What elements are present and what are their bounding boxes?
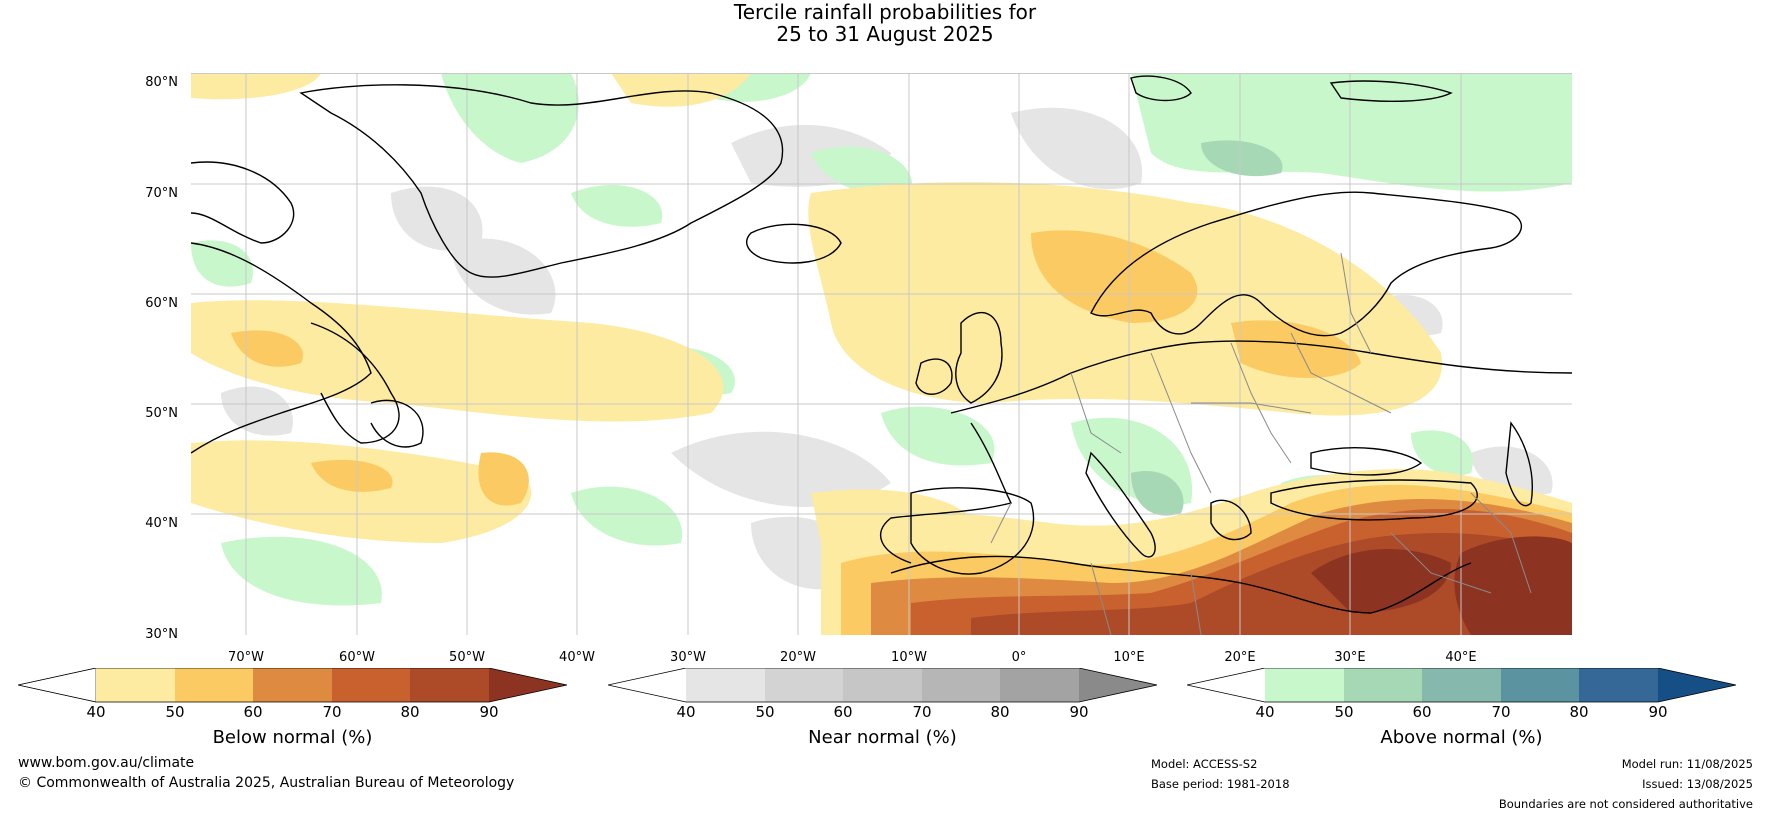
lat-label-80n: 80°N (145, 75, 178, 90)
copyright-notice: © Commonwealth of Australia 2025, Austra… (18, 775, 515, 791)
near-normal-swatch-under (608, 668, 686, 702)
model-run-date: Model run: 11/08/2025 (1621, 757, 1753, 771)
below-normal-swatch-60-70 (253, 668, 332, 702)
lon-label-30w: 30°W (670, 650, 706, 665)
below-tick-80: 80 (400, 703, 420, 721)
above-normal-swatch-under (1187, 668, 1265, 702)
lat-label-40n: 40°N (145, 516, 178, 531)
lat-label-30n: 30°N (145, 627, 178, 642)
map-title-line2: 25 to 31 August 2025 (776, 22, 994, 46)
near-tick-80: 80 (990, 703, 1010, 721)
below-normal-swatch-over (489, 668, 567, 702)
lon-label-60w: 60°W (339, 650, 375, 665)
near-normal-swatch-80-90 (1000, 668, 1079, 702)
above-normal-label: Above normal (%) (1380, 727, 1543, 748)
website-link[interactable]: www.bom.gov.au/climate (18, 755, 195, 771)
below-tick-70: 70 (322, 703, 342, 721)
lon-label-30e: 30°E (1334, 650, 1366, 665)
above-tick-90: 90 (1648, 703, 1668, 721)
lon-label-50w: 50°W (449, 650, 485, 665)
near-normal-swatch-40-50 (686, 668, 765, 702)
below-normal-swatch-70-80 (332, 668, 410, 702)
below-normal-colorbar (18, 668, 568, 703)
below-tick-50: 50 (165, 703, 185, 721)
lon-label-20w: 20°W (780, 650, 816, 665)
near-normal-swatch-60-70 (843, 668, 922, 702)
above-tick-80: 80 (1569, 703, 1589, 721)
near-tick-90: 90 (1069, 703, 1089, 721)
near-normal-colorbar (608, 668, 1158, 703)
lat-label-70n: 70°N (145, 186, 178, 201)
near-tick-50: 50 (755, 703, 775, 721)
above-normal-swatch-40-50 (1265, 668, 1344, 702)
lon-label-10e: 10°E (1113, 650, 1145, 665)
below-normal-swatch-under (18, 668, 97, 703)
above-normal-swatch-80-90 (1579, 668, 1658, 702)
issued-date: Issued: 13/08/2025 (1642, 777, 1753, 791)
above-normal-swatch-60-70 (1422, 668, 1501, 702)
country-borders (990, 252, 1532, 635)
lat-label-60n: 60°N (145, 296, 178, 311)
below-normal-swatch-40-50 (96, 668, 175, 702)
probability-fills (191, 73, 1572, 635)
below-tick-90: 90 (479, 703, 499, 721)
above-normal-swatch-over (1658, 668, 1736, 702)
below-tick-60: 60 (243, 703, 263, 721)
below-normal-label: Below normal (%) (212, 727, 373, 748)
above-normal-swatch-50-60 (1344, 668, 1422, 702)
above-normal-colorbar (1187, 668, 1737, 703)
near-normal-swatch-over (1079, 668, 1157, 702)
above-tick-40: 40 (1255, 703, 1275, 721)
graticule (191, 73, 1572, 635)
above-tick-50: 50 (1334, 703, 1354, 721)
near-normal-swatch-50-60 (765, 668, 843, 702)
above-tick-60: 60 (1412, 703, 1432, 721)
lon-label-0: 0° (1011, 650, 1027, 665)
below-normal-swatch-50-60 (175, 668, 253, 702)
near-tick-60: 60 (833, 703, 853, 721)
rainfall-probability-map (191, 73, 1572, 635)
base-period: Base period: 1981-2018 (1151, 777, 1290, 791)
boundaries-disclaimer: Boundaries are not considered authoritat… (1498, 797, 1753, 811)
lon-label-40e: 40°E (1445, 650, 1477, 665)
lon-label-20e: 20°E (1224, 650, 1256, 665)
lat-label-50n: 50°N (145, 406, 178, 421)
near-normal-swatch-70-80 (922, 668, 1000, 702)
lon-label-40w: 40°W (559, 650, 595, 665)
near-tick-70: 70 (912, 703, 932, 721)
below-normal-swatch-80-90 (410, 668, 489, 702)
map-canvas (191, 73, 1572, 635)
coastlines (191, 75, 1572, 614)
near-normal-label: Near normal (%) (808, 727, 957, 748)
map-title-line1: Tercile rainfall probabilities for (733, 0, 1037, 24)
above-normal-swatch-70-80 (1501, 668, 1579, 702)
lon-label-70w: 70°W (228, 650, 264, 665)
lon-label-10w: 10°W (891, 650, 927, 665)
below-tick-40: 40 (86, 703, 106, 721)
above-tick-70: 70 (1491, 703, 1511, 721)
model-name: Model: ACCESS-S2 (1151, 757, 1258, 771)
near-tick-40: 40 (676, 703, 696, 721)
